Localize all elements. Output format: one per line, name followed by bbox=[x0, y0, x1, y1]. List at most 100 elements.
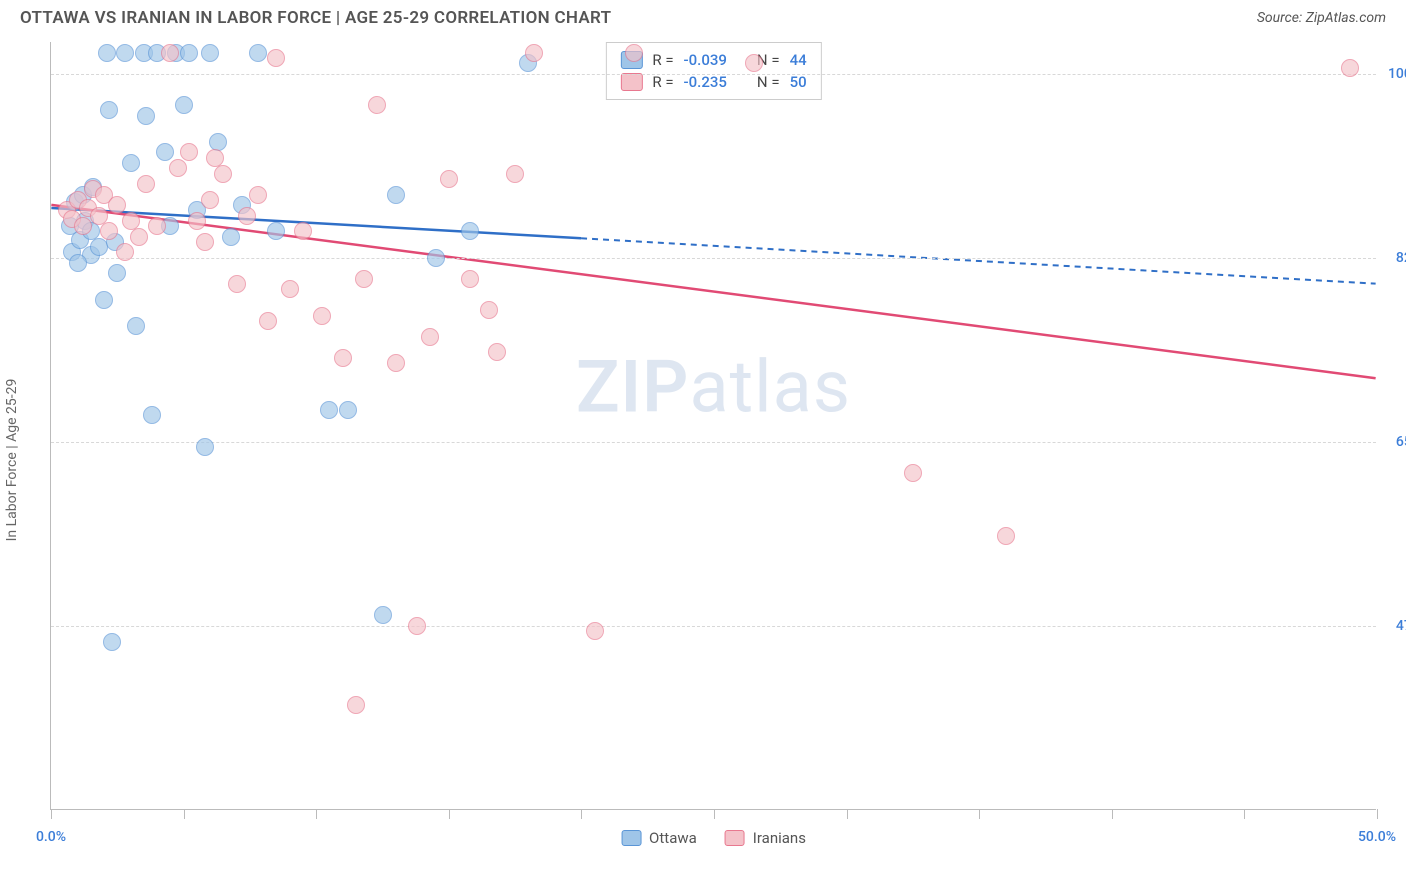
data-point bbox=[745, 54, 763, 72]
y-axis-label: In Labor Force | Age 25-29 bbox=[4, 379, 20, 542]
data-point bbox=[74, 217, 92, 235]
x-tick-label: 0.0% bbox=[36, 829, 66, 845]
data-point bbox=[347, 696, 365, 714]
data-point bbox=[100, 222, 118, 240]
stats-row: R =-0.039N =44 bbox=[620, 49, 806, 71]
legend-swatch bbox=[620, 73, 642, 91]
x-tick bbox=[979, 809, 980, 819]
data-point bbox=[69, 254, 87, 272]
bottom-legend: Ottawa Iranians bbox=[621, 829, 806, 847]
data-point bbox=[222, 228, 240, 246]
data-point bbox=[387, 354, 405, 372]
data-point bbox=[374, 606, 392, 624]
data-point bbox=[294, 222, 312, 240]
data-point bbox=[108, 264, 126, 282]
y-tick-label: 82.5% bbox=[1380, 250, 1406, 266]
r-value: -0.235 bbox=[684, 73, 727, 91]
data-point bbox=[180, 143, 198, 161]
gridline bbox=[51, 442, 1376, 443]
x-tick bbox=[51, 809, 52, 819]
x-tick bbox=[714, 809, 715, 819]
y-tick-label: 100.0% bbox=[1380, 66, 1406, 82]
data-point bbox=[586, 622, 604, 640]
data-point bbox=[137, 107, 155, 125]
data-point bbox=[408, 617, 426, 635]
data-point bbox=[201, 191, 219, 209]
data-point bbox=[180, 44, 198, 62]
data-point bbox=[137, 175, 155, 193]
data-point bbox=[440, 170, 458, 188]
data-point bbox=[156, 143, 174, 161]
data-point bbox=[249, 186, 267, 204]
data-point bbox=[281, 280, 299, 298]
data-point bbox=[368, 96, 386, 114]
data-point bbox=[196, 438, 214, 456]
data-point bbox=[108, 196, 126, 214]
data-point bbox=[339, 401, 357, 419]
data-point bbox=[116, 243, 134, 261]
data-point bbox=[625, 44, 643, 62]
legend-swatch bbox=[621, 830, 641, 846]
data-point bbox=[122, 154, 140, 172]
data-point bbox=[148, 217, 166, 235]
x-tick bbox=[847, 809, 848, 819]
watermark: ZIPatlas bbox=[576, 345, 851, 430]
plot-area: ZIPatlas R =-0.039N =44R =-0.235N =50 Ot… bbox=[50, 42, 1376, 810]
data-point bbox=[904, 464, 922, 482]
x-tick bbox=[581, 809, 582, 819]
data-point bbox=[334, 349, 352, 367]
gridline bbox=[51, 74, 1376, 75]
r-value: -0.039 bbox=[684, 51, 727, 69]
chart-title: OTTAWA VS IRANIAN IN LABOR FORCE | AGE 2… bbox=[20, 8, 611, 28]
data-point bbox=[214, 165, 232, 183]
data-point bbox=[1341, 59, 1359, 77]
data-point bbox=[525, 44, 543, 62]
y-tick-label: 47.5% bbox=[1380, 618, 1406, 634]
data-point bbox=[355, 270, 373, 288]
data-point bbox=[249, 44, 267, 62]
data-point bbox=[196, 233, 214, 251]
gridline bbox=[51, 626, 1376, 627]
data-point bbox=[90, 207, 108, 225]
data-point bbox=[267, 222, 285, 240]
x-tick bbox=[1112, 809, 1113, 819]
x-tick bbox=[1244, 809, 1245, 819]
data-point bbox=[427, 249, 445, 267]
data-point bbox=[100, 101, 118, 119]
n-label: N = bbox=[757, 73, 780, 91]
x-tick bbox=[184, 809, 185, 819]
gridline bbox=[51, 258, 1376, 259]
trend-lines bbox=[51, 42, 1376, 809]
data-point bbox=[461, 270, 479, 288]
data-point bbox=[130, 228, 148, 246]
x-tick bbox=[316, 809, 317, 819]
n-value: 50 bbox=[790, 73, 807, 91]
data-point bbox=[127, 317, 145, 335]
data-point bbox=[238, 207, 256, 225]
data-point bbox=[488, 343, 506, 361]
x-tick bbox=[1377, 809, 1378, 819]
data-point bbox=[103, 633, 121, 651]
data-point bbox=[143, 406, 161, 424]
legend-label: Ottawa bbox=[649, 829, 697, 847]
data-point bbox=[98, 44, 116, 62]
data-point bbox=[201, 44, 219, 62]
data-point bbox=[506, 165, 524, 183]
legend-item: Ottawa bbox=[621, 829, 697, 847]
data-point bbox=[169, 159, 187, 177]
data-point bbox=[95, 291, 113, 309]
data-point bbox=[313, 307, 331, 325]
chart-container: In Labor Force | Age 25-29 ZIPatlas R =-… bbox=[16, 32, 1396, 872]
y-tick-label: 65.0% bbox=[1380, 434, 1406, 450]
source-label: Source: ZipAtlas.com bbox=[1257, 10, 1386, 26]
data-point bbox=[421, 328, 439, 346]
legend-item: Iranians bbox=[725, 829, 806, 847]
data-point bbox=[461, 222, 479, 240]
data-point bbox=[387, 186, 405, 204]
x-tick bbox=[449, 809, 450, 819]
r-label: R = bbox=[652, 51, 673, 69]
data-point bbox=[480, 301, 498, 319]
x-tick-label: 50.0% bbox=[1358, 829, 1396, 845]
legend-label: Iranians bbox=[753, 829, 806, 847]
data-point bbox=[161, 44, 179, 62]
